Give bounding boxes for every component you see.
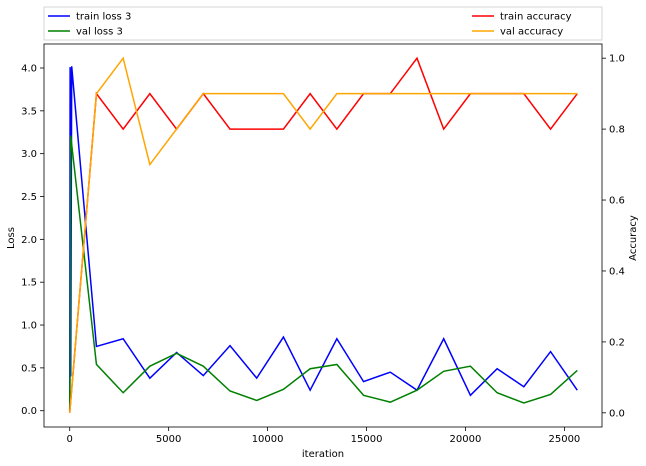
x-axis-ticks: 0 5000 10000 15000 20000 25000: [67, 427, 580, 445]
series-line-val-accuracy: [68, 56, 578, 413]
x-tick-label: 25000: [548, 434, 580, 445]
y-left-tick-label: 3.0: [21, 149, 37, 160]
legend-label-train-accuracy: train accuracy: [500, 12, 572, 23]
series-layer: [68, 56, 578, 413]
x-tick-label: 0: [67, 434, 73, 445]
x-tick-label: 5000: [156, 434, 181, 445]
y-axis-right-ticks: 0.0 0.2 0.4 0.6 0.8 1.0: [602, 54, 625, 419]
y-right-tick-label: 0.8: [609, 125, 625, 136]
y-left-tick-label: 0.0: [21, 406, 37, 417]
y-axis-left-label: Loss: [6, 227, 17, 249]
y-left-tick-label: 1.5: [21, 278, 37, 289]
y-right-tick-label: 1.0: [609, 54, 625, 65]
y-right-tick-label: 0.2: [609, 337, 625, 348]
y-right-tick-label: 0.6: [609, 196, 625, 207]
x-tick-label: 15000: [351, 434, 383, 445]
x-tick-label: 10000: [252, 434, 284, 445]
legend-frame: [43, 6, 603, 41]
series-line-train-loss-3: [68, 66, 578, 411]
y-left-tick-label: 2.0: [21, 235, 37, 246]
y-axis-right-label: Accuracy: [628, 215, 639, 261]
y-right-tick-label: 0.4: [609, 266, 625, 277]
y-left-tick-label: 4.0: [21, 63, 37, 74]
y-left-tick-label: 1.0: [21, 321, 37, 332]
x-tick-label: 20000: [450, 434, 482, 445]
series-line-val-loss-3: [68, 135, 578, 411]
plot-frame: [43, 43, 603, 428]
legend-right: train accuracy val accuracy: [472, 12, 572, 38]
legend-label-train-loss: train loss 3: [76, 12, 131, 23]
legend-label-val-loss: val loss 3: [76, 27, 123, 38]
legend-left: train loss 3 val loss 3: [48, 12, 131, 38]
legend-label-val-accuracy: val accuracy: [500, 27, 563, 38]
y-left-tick-label: 2.5: [21, 192, 37, 203]
y-axis-left-ticks: 0.0 0.5 1.0 1.5 2.0 2.5 3.0 3.5 4.0: [21, 63, 44, 417]
y-left-tick-label: 0.5: [21, 363, 37, 374]
x-axis-label: iteration: [302, 449, 344, 460]
y-right-tick-label: 0.0: [609, 408, 625, 419]
y-left-tick-label: 3.5: [21, 106, 37, 117]
